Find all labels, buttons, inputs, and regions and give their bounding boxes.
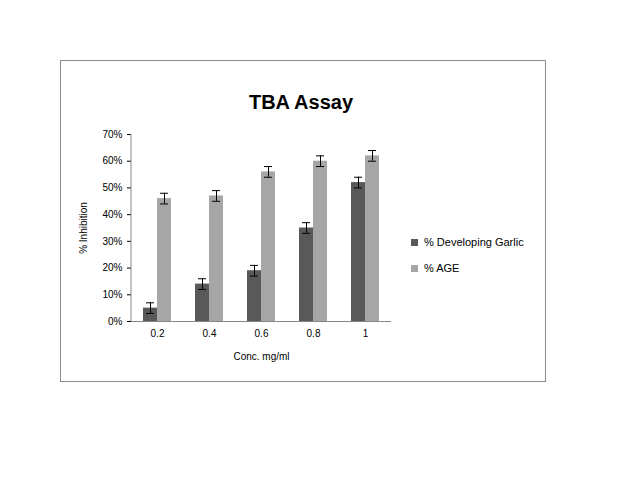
svg-text:0.4: 0.4 <box>203 328 217 339</box>
svg-text:Conc. mg/ml: Conc. mg/ml <box>233 351 289 362</box>
svg-text:70%: 70% <box>102 129 122 140</box>
svg-text:20%: 20% <box>102 262 122 273</box>
svg-text:% Inhibition: % Inhibition <box>78 202 89 254</box>
html-text:% Developing Garlic: % Developing Garlic <box>424 236 524 248</box>
svg-text:30%: 30% <box>102 236 122 247</box>
html-text:TBA Assay: TBA Assay <box>248 91 354 113</box>
svg-text:0.8: 0.8 <box>307 328 321 339</box>
svg-text:50%: 50% <box>102 182 122 193</box>
svg-text:40%: 40% <box>102 209 122 220</box>
html-text:% AGE: % AGE <box>424 262 460 274</box>
svg-text:1: 1 <box>363 328 369 339</box>
svg-text:0.2: 0.2 <box>151 328 165 339</box>
svg-text:0%: 0% <box>108 316 123 327</box>
svg-text:0.6: 0.6 <box>255 328 269 339</box>
svg-text:60%: 60% <box>102 155 122 166</box>
svg-text:10%: 10% <box>102 289 122 300</box>
